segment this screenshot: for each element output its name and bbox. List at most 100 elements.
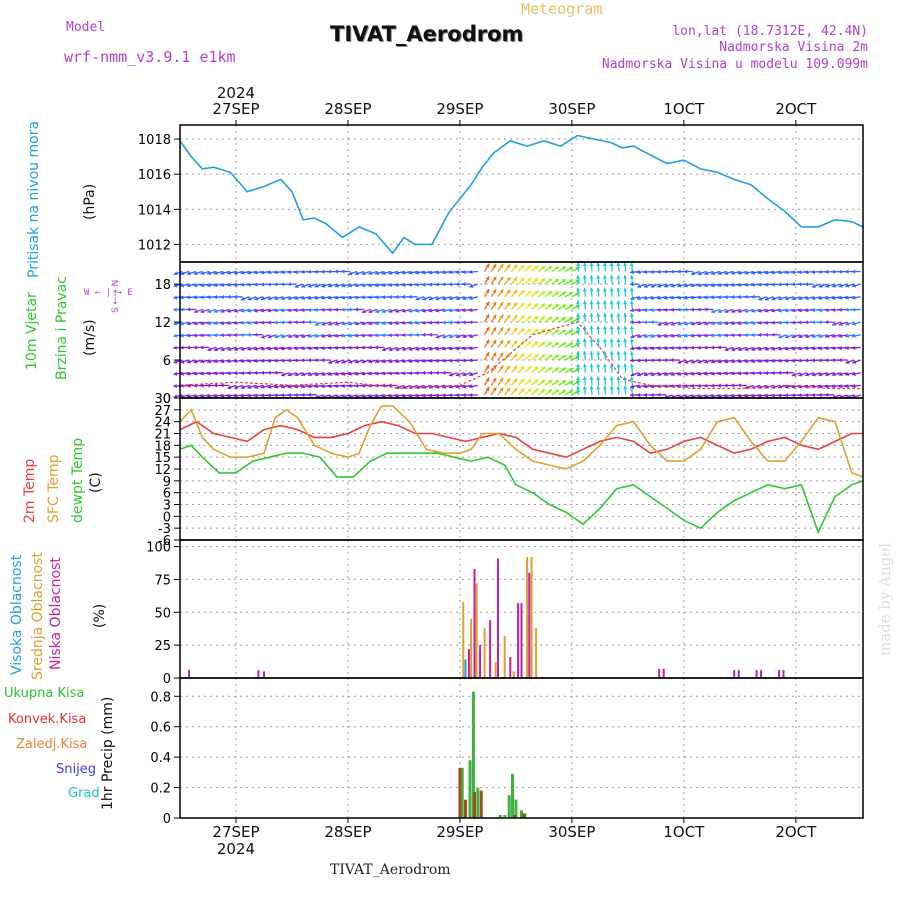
- wind-arrowhead: [520, 277, 525, 282]
- wind-arrowhead: [629, 351, 634, 355]
- wind-arrowhead: [374, 295, 379, 300]
- wind-arrowhead: [778, 308, 782, 313]
- wind-arrowhead: [247, 270, 252, 275]
- model-elevation-label: Nadmorska Visina u modelu 109.099m: [601, 57, 868, 72]
- wind-arrowhead: [757, 393, 762, 398]
- wind-arrowhead: [602, 262, 607, 267]
- cloud-bar: [475, 583, 478, 678]
- wind-arrowhead: [804, 308, 809, 313]
- wind-arrowhead: [737, 309, 742, 313]
- wind-arrowhead: [784, 270, 789, 275]
- wind-field: [173, 262, 861, 399]
- wind-arrowhead: [838, 372, 843, 377]
- wind-arrowhead: [421, 393, 426, 398]
- temp-tick-label: -3: [158, 522, 171, 537]
- wind-arrowhead: [381, 295, 386, 300]
- wind-arrowhead: [798, 296, 803, 301]
- wind-arrowhead: [207, 394, 211, 398]
- wind-arrowhead: [778, 384, 782, 389]
- wind-arrowhead: [227, 359, 231, 364]
- wind-arrowhead: [690, 321, 695, 326]
- wind-arrowhead: [200, 321, 205, 326]
- wind-arrowhead: [227, 294, 231, 299]
- wind-arrowhead: [609, 363, 614, 368]
- wind-arrowhead: [321, 321, 326, 326]
- wind-arrowhead: [818, 334, 823, 339]
- cloud-bar: [760, 670, 763, 678]
- series-layer: [179, 134, 864, 818]
- wind-arrowhead: [233, 320, 238, 325]
- wind-arrowhead: [381, 309, 386, 314]
- wind-arrowhead: [636, 320, 641, 325]
- wind-arrowhead: [704, 283, 708, 288]
- wind-arrowhead: [253, 320, 258, 325]
- pressure-tick-label: 1016: [138, 168, 171, 183]
- temp-tick-label: 3: [163, 499, 171, 514]
- wind-arrowhead: [534, 278, 539, 282]
- wind-arrowhead: [629, 325, 634, 330]
- wind-arrowhead: [200, 345, 204, 350]
- wind-arrowhead: [506, 365, 511, 370]
- wind-arrowhead: [764, 308, 769, 313]
- wind-arrowhead: [348, 333, 352, 338]
- x-label-top: 29SEP: [436, 100, 483, 118]
- wind-arrowhead: [415, 371, 419, 376]
- wind-arrowhead: [368, 321, 373, 326]
- wind-arrowhead: [435, 282, 439, 287]
- wind-arrowhead: [455, 296, 460, 301]
- wind-arrowhead: [852, 359, 857, 364]
- wind-arrowhead: [173, 271, 178, 276]
- wind-arrowhead: [548, 278, 553, 283]
- wind-arrowhead: [381, 333, 386, 338]
- wind-arrowhead: [637, 372, 642, 377]
- wind-arrowhead: [548, 304, 553, 308]
- wind-arrowhead: [534, 366, 539, 371]
- wind-arrowhead: [798, 346, 802, 351]
- wind-arrowhead: [485, 377, 490, 382]
- wind-arrowhead: [684, 371, 688, 376]
- cloud-bar: [778, 670, 780, 678]
- wind-arrowhead: [784, 320, 789, 325]
- wind-arrowhead: [395, 321, 399, 326]
- wind-arrowhead: [341, 307, 345, 312]
- cloud-bar: [257, 670, 260, 678]
- wind-arrowhead: [616, 351, 621, 355]
- wind-arrowhead: [233, 359, 238, 364]
- cloud-tick-label: 0: [163, 672, 171, 687]
- wind-arrowhead: [602, 376, 607, 380]
- wind-arrowhead: [281, 296, 285, 301]
- wind-arrowhead: [301, 296, 305, 300]
- wind-arrowhead: [697, 359, 702, 364]
- wind-arrowhead: [435, 384, 440, 389]
- wind-arrowhead: [596, 262, 601, 267]
- wind-arrowhead: [186, 283, 191, 288]
- wind-arrowhead: [455, 334, 460, 339]
- wind-arrowhead: [469, 334, 473, 339]
- wind-arrowhead: [771, 282, 775, 287]
- wind-arrowhead: [220, 282, 224, 287]
- wind-arrowhead: [637, 334, 641, 339]
- wind-arrowhead: [710, 283, 715, 288]
- wind-arrowhead: [690, 283, 695, 288]
- wind-arrowhead: [429, 296, 433, 301]
- wind-arrowhead: [690, 295, 695, 300]
- wind-arrowhead: [623, 313, 628, 317]
- wind-arrowhead: [562, 355, 566, 359]
- wind-arrowhead: [513, 327, 518, 332]
- wind-arrowhead: [173, 371, 178, 376]
- wind-arrowhead: [845, 283, 850, 288]
- wind-arrowhead: [180, 345, 184, 350]
- wind-arrowhead: [710, 321, 715, 326]
- wind-arrowhead: [307, 269, 312, 274]
- wind-arrowhead: [435, 296, 440, 301]
- wind-arrowhead: [576, 376, 581, 380]
- wind-arrowhead: [691, 271, 695, 276]
- wind-arrowhead: [541, 291, 546, 295]
- wind-arrowhead: [657, 307, 661, 312]
- wind-arrowhead: [294, 372, 299, 377]
- wind-arrowhead: [657, 334, 661, 339]
- wind-arrowhead: [513, 289, 518, 294]
- wind-arrowhead: [527, 315, 532, 320]
- wind-arrowhead: [704, 307, 708, 312]
